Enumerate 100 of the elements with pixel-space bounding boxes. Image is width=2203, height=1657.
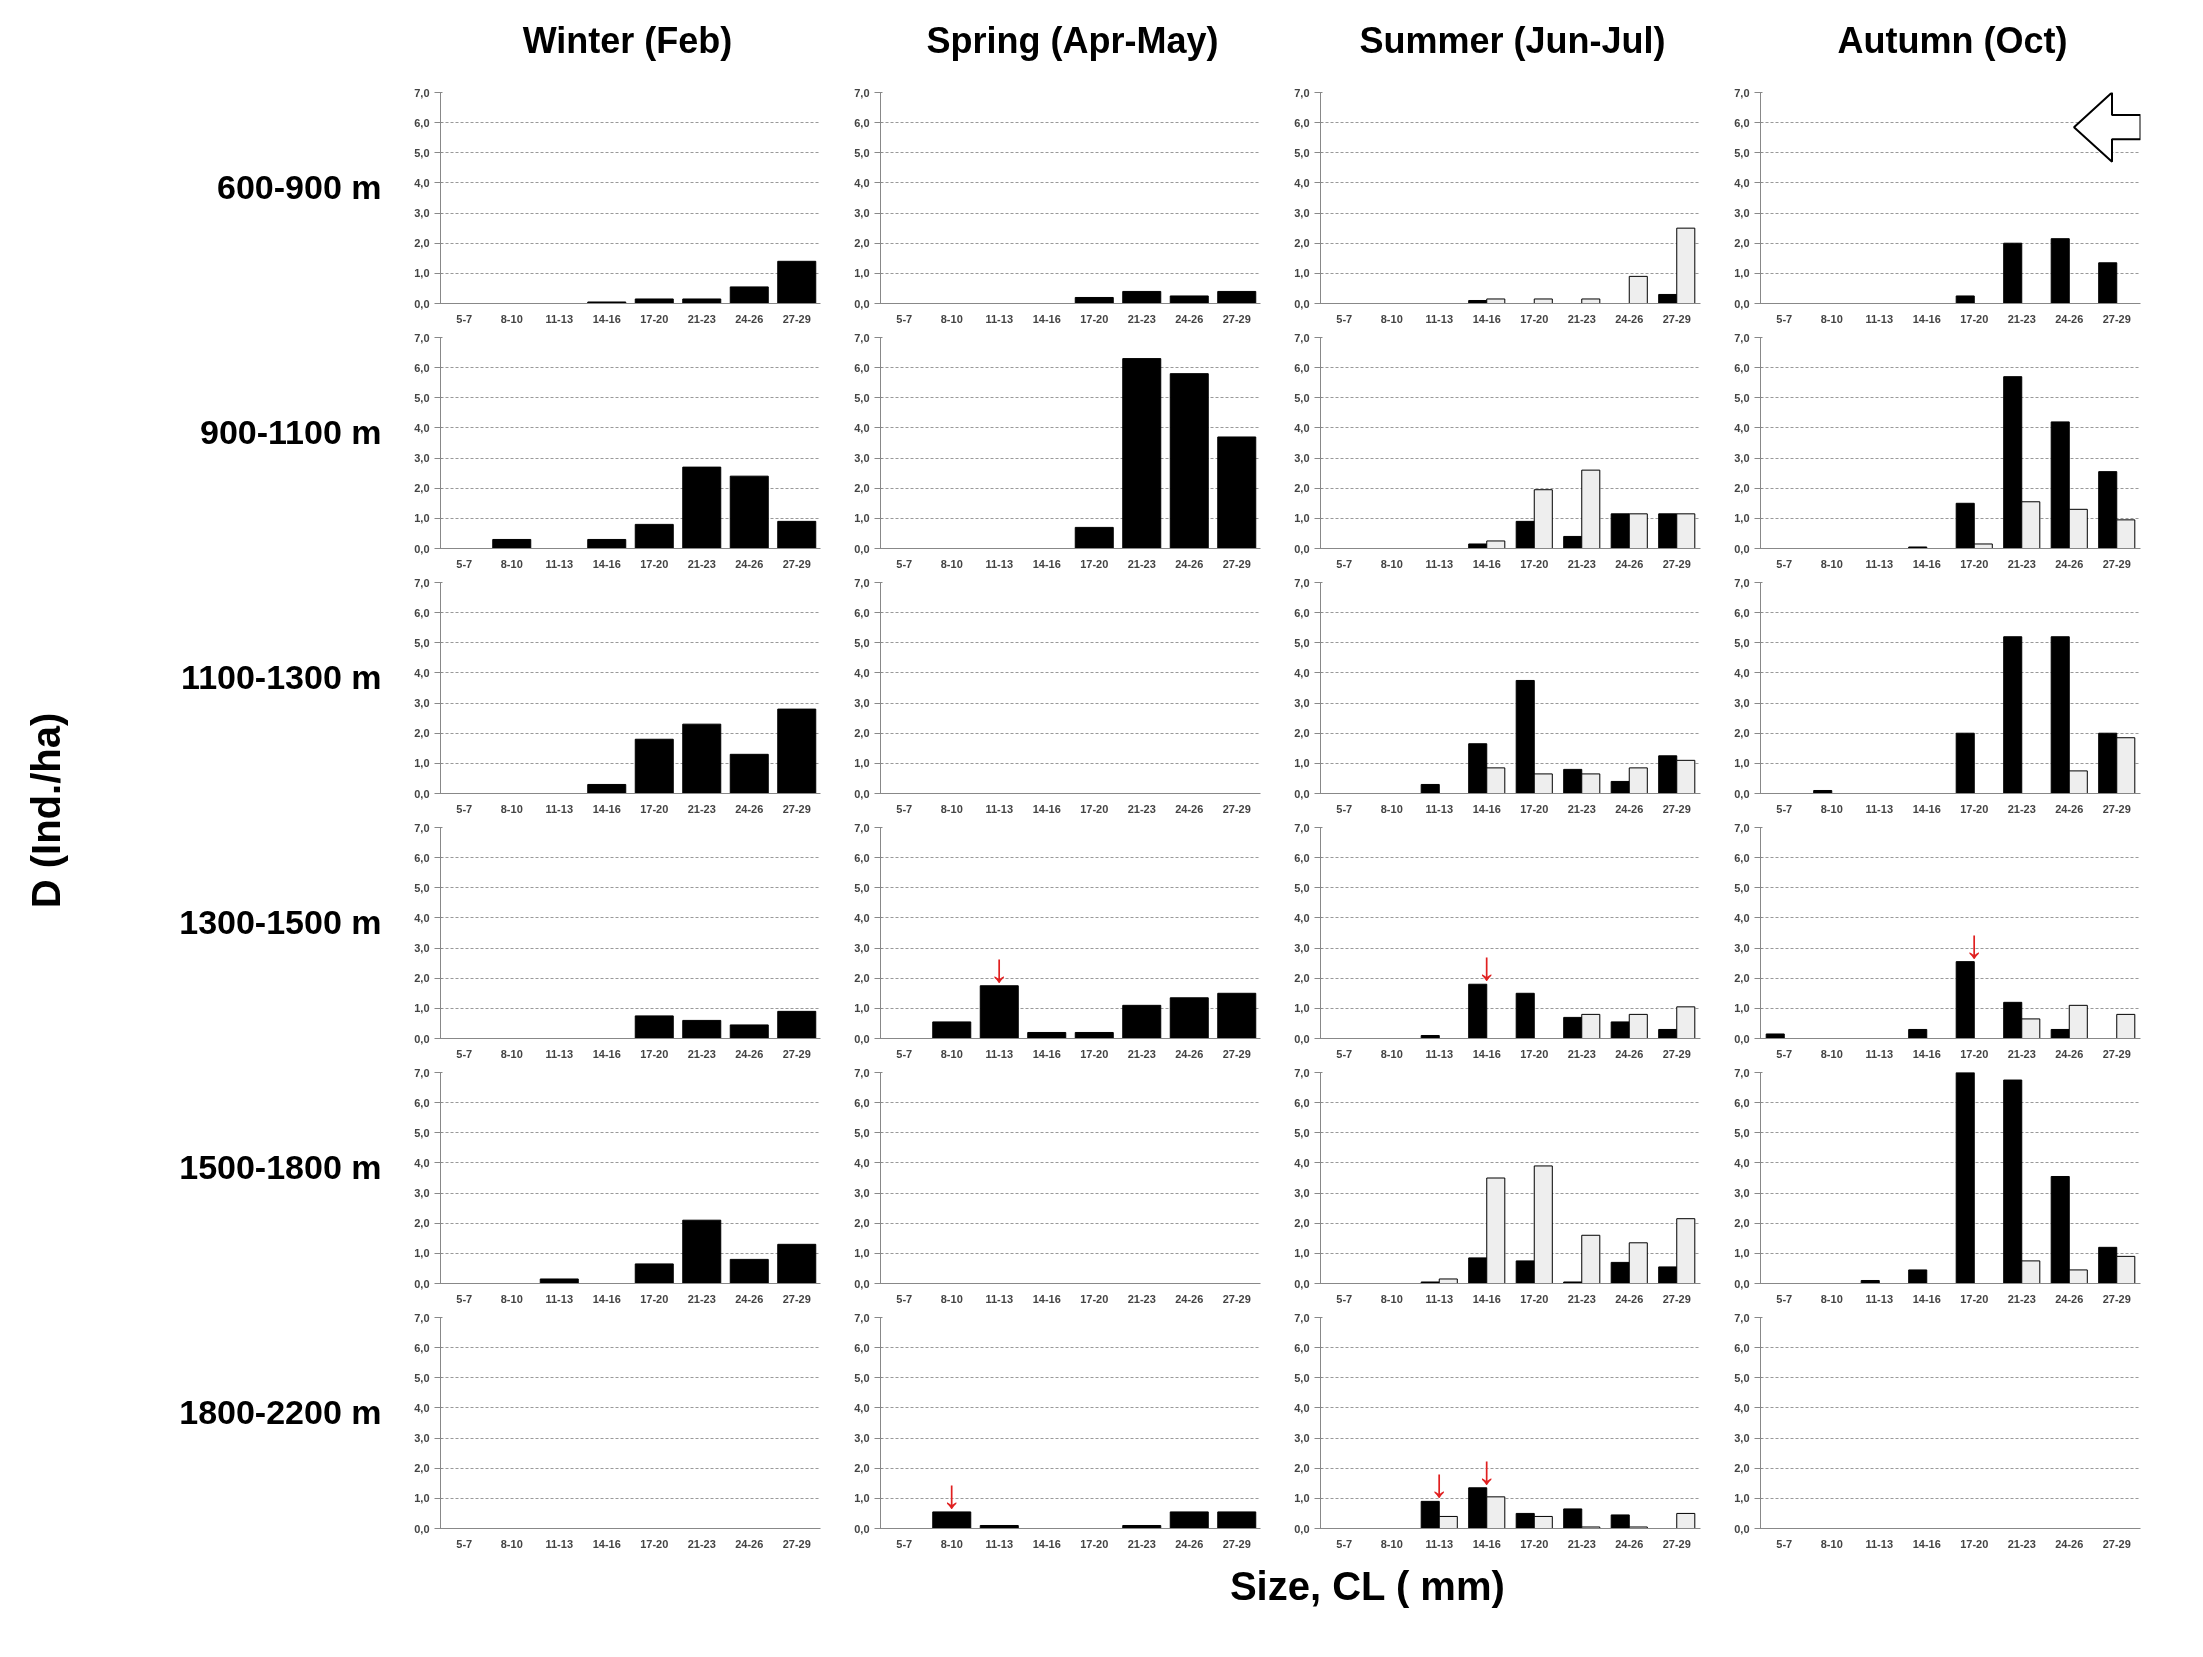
y-tick-label: 5,0 — [1734, 1371, 1750, 1384]
x-tick-label: 5-7 — [1776, 312, 1793, 325]
text: Size, CL ( mm) — [1229, 1563, 1505, 1608]
x-tick-label: 8-10 — [500, 312, 523, 325]
x-tick-label: 27-29 — [2102, 1047, 2131, 1060]
x-tick-label: 14-16 — [1912, 1537, 1941, 1550]
y-tick-label: 5,0 — [1734, 1126, 1750, 1139]
y-tick-label: 6,0 — [854, 116, 870, 129]
text: D (Ind./ha) — [23, 712, 68, 909]
y-tick-label: 7,0 — [854, 86, 870, 99]
y-tick-label: 1,0 — [1734, 512, 1750, 525]
x-tick-label: 21-23 — [2007, 802, 2036, 815]
x-tick-label: 14-16 — [1032, 312, 1061, 325]
x-tick-label: 17-20 — [640, 557, 669, 570]
x-tick-label: 24-26 — [735, 312, 764, 325]
y-tick-label: 5,0 — [1294, 636, 1310, 649]
y-tick-label: 3,0 — [854, 942, 870, 955]
x-tick-label: 11-13 — [545, 802, 574, 815]
x-tick-label: 14-16 — [592, 802, 621, 815]
x-tick-label: 8-10 — [1820, 557, 1843, 570]
x-tick-label: 21-23 — [1567, 1047, 1596, 1060]
y-tick-label: 6,0 — [854, 851, 870, 864]
y-tick-label: 3,0 — [1734, 452, 1750, 465]
y-tick-label: 6,0 — [1294, 1096, 1310, 1109]
y-tick-label: 1,0 — [854, 757, 870, 770]
y-tick-label: 3,0 — [414, 942, 430, 955]
y-tick-label: 6,0 — [1734, 1341, 1750, 1354]
x-tick-label: 14-16 — [592, 1047, 621, 1060]
x-tick-label: 17-20 — [1080, 1292, 1109, 1305]
y-tick-label: 3,0 — [854, 1187, 870, 1200]
x-tick-label: 24-26 — [735, 802, 764, 815]
y-tick-label: 6,0 — [1734, 1096, 1750, 1109]
y-tick-label: 3,0 — [1734, 1187, 1750, 1200]
y-tick-label: 6,0 — [414, 851, 430, 864]
y-tick-label: 7,0 — [1294, 331, 1310, 344]
x-tick-label: 5-7 — [1336, 557, 1353, 570]
x-tick-label: 8-10 — [1380, 557, 1403, 570]
x-tick-label: 5-7 — [896, 802, 913, 815]
y-tick-label: 4,0 — [414, 1401, 430, 1414]
y-axis-title: 900-1100 m — [200, 413, 382, 452]
x-tick-label: 27-29 — [782, 1292, 811, 1305]
x-tick-label: 27-29 — [2102, 802, 2131, 815]
y-tick-label: 1,0 — [414, 757, 430, 770]
x-tick-label: 11-13 — [985, 312, 1014, 325]
x-tick-label: 17-20 — [640, 312, 669, 325]
y-tick-label: 5,0 — [1294, 146, 1310, 159]
x-tick-label: 21-23 — [1127, 1292, 1156, 1305]
x-tick-label: 11-13 — [545, 1047, 574, 1060]
x-tick-label: 27-29 — [1222, 1537, 1251, 1550]
x-tick-label: 5-7 — [1776, 1537, 1793, 1550]
x-tick-label: 17-20 — [1080, 557, 1109, 570]
x-tick-label: 14-16 — [1472, 1537, 1501, 1550]
y-tick-label: 6,0 — [414, 361, 430, 374]
y-tick-label: 3,0 — [854, 697, 870, 710]
x-tick-label: 5-7 — [456, 557, 473, 570]
y-tick-label: 4,0 — [1734, 1156, 1750, 1169]
x-tick-label: 5-7 — [1336, 1537, 1353, 1550]
x-tick-label: 8-10 — [1820, 802, 1843, 815]
x-tick-label: 24-26 — [735, 1292, 764, 1305]
y-tick-label: 5,0 — [1734, 146, 1750, 159]
x-tick-label: 27-29 — [782, 802, 811, 815]
x-tick-label: 11-13 — [985, 1292, 1014, 1305]
annotation: ↓ — [941, 1471, 962, 1516]
y-tick-label: 3,0 — [414, 1432, 430, 1445]
x-tick-label: 11-13 — [1425, 1292, 1454, 1305]
x-tick-label: 27-29 — [782, 1537, 811, 1550]
x-tick-label: 14-16 — [1912, 1047, 1941, 1060]
y-tick-label: 1,0 — [854, 267, 870, 280]
chart-title: Summer (Jun-Jul) — [1359, 20, 1666, 61]
x-tick-label: 5-7 — [456, 1292, 473, 1305]
x-tick-label: 24-26 — [735, 1537, 764, 1550]
y-tick-label: 5,0 — [414, 881, 430, 894]
x-tick-label: 21-23 — [2007, 1292, 2036, 1305]
x-tick-label: 8-10 — [940, 1292, 963, 1305]
y-tick-label: 5,0 — [1734, 636, 1750, 649]
x-tick-label: 14-16 — [1472, 802, 1501, 815]
y-tick-label: 6,0 — [414, 1096, 430, 1109]
y-tick-label: 6,0 — [1294, 851, 1310, 864]
y-tick-label: 0,0 — [854, 542, 870, 555]
x-tick-label: 8-10 — [1820, 312, 1843, 325]
y-tick-label: 0,0 — [414, 297, 430, 310]
y-tick-label: 2,0 — [1734, 237, 1750, 250]
x-tick-label: 24-26 — [1175, 1047, 1204, 1060]
y-tick-label: 6,0 — [1734, 606, 1750, 619]
y-tick-label: 1,0 — [414, 1492, 430, 1505]
y-tick-label: 2,0 — [1294, 972, 1310, 985]
y-tick-label: 5,0 — [854, 1371, 870, 1384]
x-tick-label: 27-29 — [1222, 1292, 1251, 1305]
x-tick-label: 14-16 — [1472, 557, 1501, 570]
annotation: ↓ — [989, 945, 1010, 990]
y-tick-label: 1,0 — [414, 1247, 430, 1260]
x-tick-label: 24-26 — [735, 557, 764, 570]
y-tick-label: 7,0 — [414, 576, 430, 589]
x-tick-label: 11-13 — [1865, 312, 1894, 325]
x-tick-label: 27-29 — [2102, 557, 2131, 570]
x-tick-label: 17-20 — [1080, 802, 1109, 815]
x-tick-label: 14-16 — [1912, 1292, 1941, 1305]
x-tick-label: 5-7 — [896, 557, 913, 570]
x-tick-label: 21-23 — [2007, 1047, 2036, 1060]
x-tick-label: 5-7 — [1776, 802, 1793, 815]
